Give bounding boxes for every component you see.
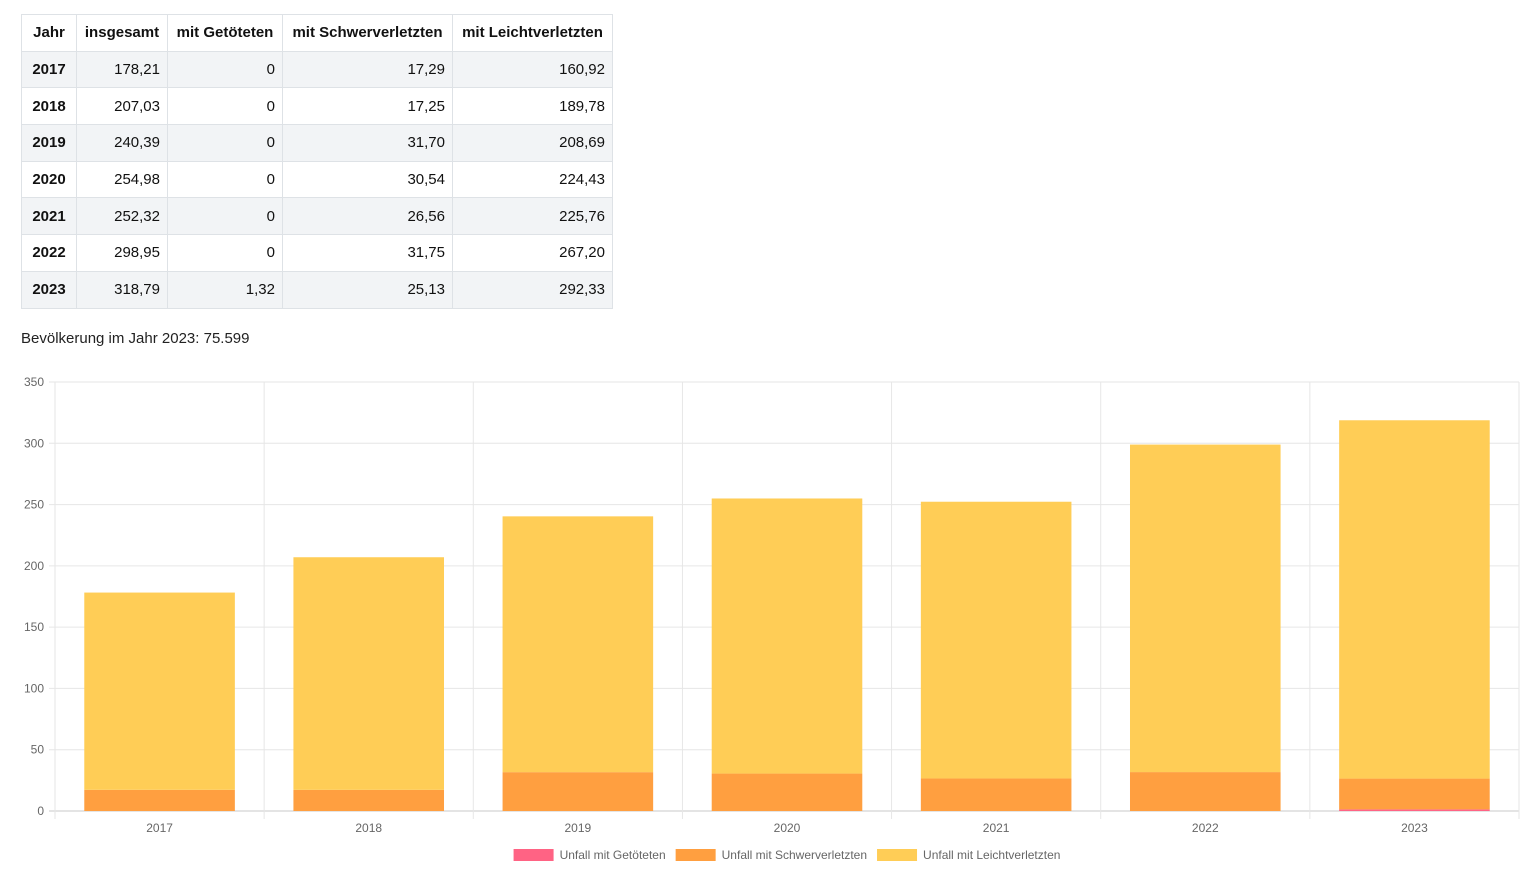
x-tick-label: 2018: [355, 821, 382, 835]
cell-year: 2021: [21, 197, 77, 236]
legend-swatch: [513, 849, 554, 861]
y-tick-label: 300: [24, 436, 44, 450]
cell-serious: 30,54: [282, 160, 453, 199]
x-tick-label: 2021: [983, 821, 1010, 835]
cell-serious: 17,25: [282, 87, 453, 126]
cell-minor: 208,69: [452, 124, 613, 162]
y-tick-label: 0: [37, 804, 44, 818]
y-tick-label: 50: [31, 743, 45, 757]
cell-year: 2017: [21, 50, 77, 89]
population-label: Bevölkerung im Jahr 2023:: [21, 330, 200, 347]
x-tick-label: 2022: [1192, 821, 1219, 835]
cell-serious: 31,75: [282, 234, 453, 272]
column-header-year: Jahr: [21, 14, 77, 52]
cell-fatal: 0: [167, 234, 283, 272]
cell-fatal: 0: [167, 124, 283, 162]
x-tick-label: 2017: [146, 821, 173, 835]
bar-segment[interactable]: [293, 557, 445, 790]
chart-axes: 0 50 100 150 200 250 300 350 2017 2018 2019 2020 202…: [24, 375, 1428, 835]
cell-minor: 189,78: [452, 87, 613, 126]
cell-total: 240,39: [76, 124, 168, 162]
cell-year: 2023: [21, 270, 77, 309]
cell-fatal: 1,32: [167, 270, 283, 309]
y-tick-label: 150: [24, 620, 44, 634]
y-tick-label: 100: [24, 681, 44, 695]
bar-segment[interactable]: [711, 773, 863, 811]
y-tick-label: 250: [24, 498, 44, 512]
accident-table: Jahr insgesamt mit Getöteten mit Schwerv…: [21, 14, 613, 309]
bar-segment[interactable]: [1339, 809, 1490, 811]
cell-minor: 267,20: [452, 234, 613, 272]
cell-serious: 17,29: [282, 50, 453, 89]
cell-total: 318,79: [76, 270, 168, 309]
chart-legend[interactable]: Unfall mit Getöteten Unfall mit Schwerver…: [513, 848, 1061, 862]
table-row: 2020 254,98 0 30,54 224,43: [21, 160, 613, 199]
cell-fatal: 0: [167, 50, 283, 89]
bar-segment[interactable]: [920, 778, 1072, 811]
bar-segment[interactable]: [1129, 444, 1281, 773]
cell-fatal: 0: [167, 160, 283, 199]
table-row: 2017 178,21 0 17,29 160,92: [21, 50, 613, 89]
cell-serious: 31,70: [282, 124, 453, 162]
cell-serious: 25,13: [282, 270, 453, 309]
chart-bars: [84, 420, 1490, 811]
legend-swatch: [675, 849, 716, 861]
cell-total: 298,95: [76, 234, 168, 272]
bar-segment[interactable]: [1339, 778, 1490, 810]
table-row: 2022 298,95 0 31,75 267,20: [21, 234, 613, 272]
y-tick-label: 200: [24, 559, 44, 573]
bar-segment[interactable]: [84, 789, 235, 811]
table-row: 2018 207,03 0 17,25 189,78: [21, 87, 613, 126]
bar-segment[interactable]: [1129, 772, 1281, 811]
column-header-fatal: mit Getöteten: [167, 14, 283, 52]
bar-segment[interactable]: [711, 498, 863, 774]
y-tick-label: 350: [24, 375, 44, 389]
legend-label: Unfall mit Getöteten: [560, 848, 666, 862]
column-header-total: insgesamt: [76, 14, 168, 52]
cell-year: 2019: [21, 124, 77, 162]
legend-item[interactable]: Unfall mit Leichtverletzten: [877, 848, 1060, 862]
bar-segment[interactable]: [502, 772, 654, 811]
legend-label: Unfall mit Schwerverletzten: [722, 848, 867, 862]
table-row: 2023 318,79 1,32 25,13 292,33: [21, 270, 613, 309]
x-tick-label: 2020: [774, 821, 801, 835]
cell-total: 254,98: [76, 160, 168, 199]
cell-minor: 292,33: [452, 270, 613, 309]
table-row: 2019 240,39 0 31,70 208,69: [21, 124, 613, 162]
population-note: Bevölkerung im Jahr 2023: 75.599: [21, 330, 250, 347]
x-tick-label: 2023: [1401, 821, 1428, 835]
cell-minor: 225,76: [452, 197, 613, 236]
column-header-serious: mit Schwerverletzten: [282, 14, 453, 52]
bar-segment[interactable]: [920, 501, 1072, 779]
cell-fatal: 0: [167, 197, 283, 236]
legend-item[interactable]: Unfall mit Getöteten: [513, 848, 666, 862]
cell-fatal: 0: [167, 87, 283, 126]
cell-total: 178,21: [76, 50, 168, 89]
legend-swatch: [877, 849, 918, 861]
population-value: 75.599: [203, 330, 250, 347]
legend-item[interactable]: Unfall mit Schwerverletzten: [675, 848, 867, 862]
bar-segment[interactable]: [502, 516, 654, 773]
cell-total: 252,32: [76, 197, 168, 236]
cell-year: 2018: [21, 87, 77, 126]
bar-segment[interactable]: [84, 592, 235, 790]
cell-minor: 224,43: [452, 160, 613, 199]
table-row: 2021 252,32 0 26,56 225,76: [21, 197, 613, 236]
cell-total: 207,03: [76, 87, 168, 126]
bar-segment[interactable]: [293, 789, 445, 811]
legend-label: Unfall mit Leichtverletzten: [923, 848, 1060, 862]
table-header-row: Jahr insgesamt mit Getöteten mit Schwerv…: [21, 14, 613, 52]
bar-segment[interactable]: [1339, 420, 1490, 779]
cell-year: 2020: [21, 160, 77, 199]
column-header-minor: mit Leichtverletzten: [452, 14, 613, 52]
cell-minor: 160,92: [452, 50, 613, 89]
cell-serious: 26,56: [282, 197, 453, 236]
x-tick-label: 2019: [565, 821, 592, 835]
cell-year: 2022: [21, 234, 77, 272]
stacked-bar-chart: 0 50 100 150 200 250 300 350 2017 2018 2019 2020 202…: [24, 375, 1520, 862]
